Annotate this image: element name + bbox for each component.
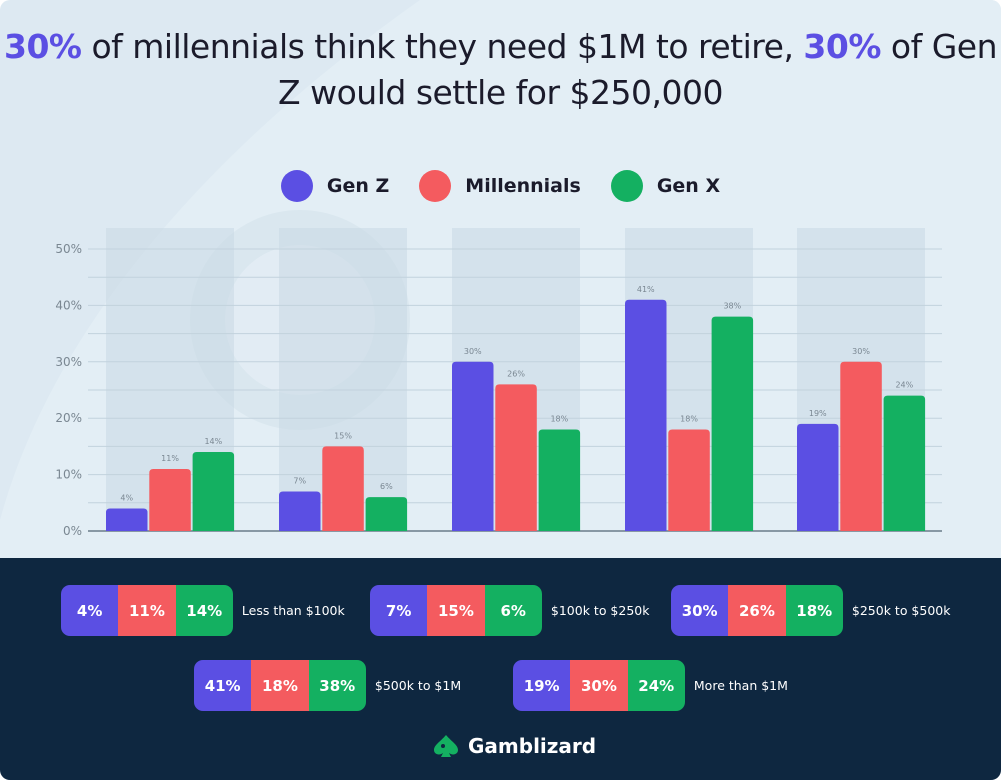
bar-chart: 0% 10% 20% 30% 40% 50% 4% 7% 30% 41% 19% 11% 15% 26% 1… <box>55 228 942 538</box>
pill-category-label: Less than $100k <box>241 603 345 618</box>
y-tick-label: 10% <box>55 468 82 482</box>
legend-label: Gen Z <box>326 175 390 197</box>
pill-value-gen-x: 6% <box>484 585 542 636</box>
legend-item-millennials: Millennials <box>419 170 581 202</box>
summary-pill: 4% 11% 14% <box>61 585 233 636</box>
summary-pill-row: 19% 30% 24% More than $1M <box>513 660 788 711</box>
data-label: 26% <box>507 369 525 378</box>
legend: Gen Z Millennials Gen X <box>0 170 1001 202</box>
data-label: 14% <box>204 437 222 446</box>
pill-category-label: $100k to $250k <box>550 603 650 618</box>
pill-value-gen-x: 38% <box>308 660 366 711</box>
summary-pill-row: 30% 26% 18% $250k to $500k <box>671 585 951 636</box>
legend-label: Gen X <box>656 175 721 197</box>
title-text-1: of millennials think they need $1M to re… <box>81 27 804 66</box>
brand-logo: Gamblizard <box>432 734 596 758</box>
bar-millennials <box>668 429 710 531</box>
pill-value-gen-x: 24% <box>627 660 685 711</box>
data-label: 41% <box>637 285 655 294</box>
y-tick-label: 50% <box>55 242 82 256</box>
pill-category-label: $250k to $500k <box>851 603 951 618</box>
pill-value-millennials: 30% <box>570 660 628 711</box>
legend-swatch <box>610 170 643 202</box>
summary-pill: 30% 26% 18% <box>671 585 843 636</box>
legend-item-gen-x: Gen X <box>610 170 721 202</box>
bar-gen-z <box>797 423 839 531</box>
legend-item-gen-z: Gen Z <box>280 170 390 202</box>
summary-pill-row: 41% 18% 38% $500k to $1M <box>194 660 461 711</box>
bar-millennials <box>495 384 537 531</box>
bar-gen-x <box>538 429 581 531</box>
bar-millennials <box>322 446 364 531</box>
data-label: 7% <box>293 477 306 486</box>
data-label: 30% <box>464 347 482 356</box>
pill-value-gen-z: 4% <box>61 585 119 636</box>
legend-swatch <box>280 170 313 202</box>
pill-category-label: More than $1M <box>693 678 788 693</box>
title-highlight-1: 30% <box>3 27 82 66</box>
pill-value-millennials: 11% <box>118 585 176 636</box>
pill-value-gen-x: 18% <box>785 585 843 636</box>
summary-pill-row: 4% 11% 14% Less than $100k <box>61 585 345 636</box>
title-text-2: of Gen Z would settle for $250,000 <box>278 27 997 112</box>
pill-value-millennials: 15% <box>427 585 485 636</box>
data-label: 19% <box>809 409 827 418</box>
bar-gen-x <box>711 316 754 531</box>
title-highlight-2: 30% <box>803 27 881 66</box>
pill-value-gen-z: 7% <box>370 585 428 636</box>
data-label: 18% <box>680 414 698 423</box>
y-tick-label: 0% <box>63 524 82 538</box>
data-label: 24% <box>895 381 913 390</box>
pill-value-millennials: 26% <box>728 585 786 636</box>
legend-swatch <box>419 170 452 202</box>
summary-pill: 19% 30% 24% <box>513 660 685 711</box>
data-label: 4% <box>120 493 133 502</box>
y-tick-label: 30% <box>55 355 82 369</box>
y-tick-label: 20% <box>55 411 82 425</box>
chart-title: 30% of millennials think they need $1M t… <box>0 24 1001 116</box>
pill-value-gen-z: 41% <box>194 660 252 711</box>
summary-pill: 7% 15% 6% <box>370 585 542 636</box>
data-label: 30% <box>852 347 870 356</box>
data-label: 18% <box>550 414 568 423</box>
brand-name: Gamblizard <box>468 734 597 758</box>
bar-gen-z <box>452 361 494 531</box>
bar-millennials <box>149 468 191 531</box>
pill-value-gen-z: 30% <box>671 585 729 636</box>
legend-label: Millennials <box>465 175 581 197</box>
y-tick-label: 40% <box>55 298 82 312</box>
bar-gen-x <box>883 395 926 531</box>
data-label: 15% <box>334 431 352 440</box>
pill-value-gen-x: 14% <box>175 585 233 636</box>
bar-gen-z <box>106 508 148 531</box>
pill-value-gen-z: 19% <box>513 660 571 711</box>
pill-value-millennials: 18% <box>251 660 309 711</box>
pill-category-label: $500k to $1M <box>374 678 462 693</box>
summary-pill-row: 7% 15% 6% $100k to $250k <box>370 585 650 636</box>
data-label: 38% <box>723 302 741 311</box>
bar-gen-z <box>279 491 321 531</box>
summary-pill: 41% 18% 38% <box>194 660 366 711</box>
data-label: 11% <box>161 454 179 463</box>
bar-millennials <box>840 361 882 531</box>
bar-gen-x <box>192 452 235 531</box>
spade-lizard-icon <box>434 735 458 757</box>
data-label: 6% <box>380 482 393 491</box>
bar-gen-z <box>625 299 667 531</box>
bar-gen-x <box>365 497 408 531</box>
